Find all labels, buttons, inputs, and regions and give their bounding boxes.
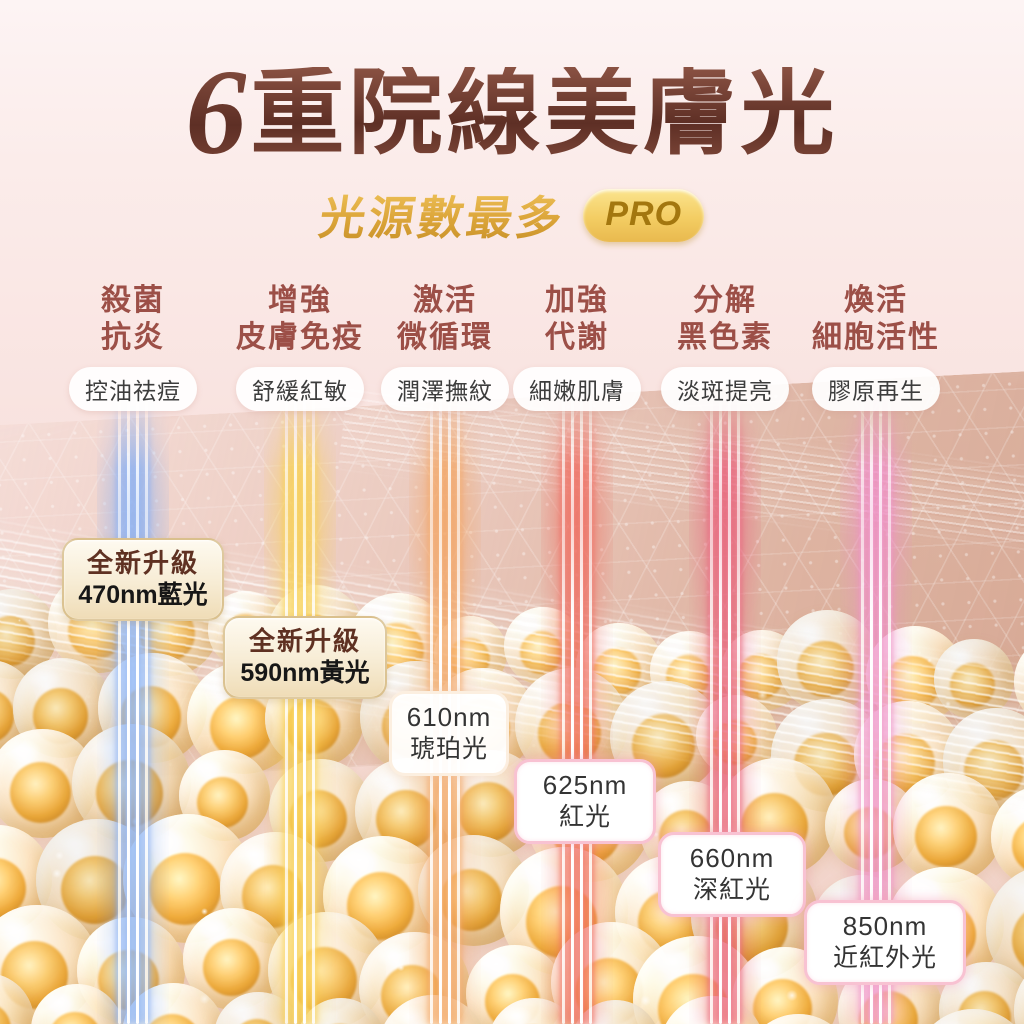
sparkle-dot (201, 907, 209, 916)
page-title: 6重院線美膚光 (0, 44, 1024, 174)
title-text: 重院線美膚光 (250, 62, 839, 166)
light-column-470nm: 殺菌 抗炎 控油祛痘 (43, 282, 223, 411)
function-line2: 黑色素 (677, 321, 773, 354)
function-line2: 細胞活性 (812, 321, 940, 354)
benefit-pill: 控油祛痘 (69, 367, 197, 411)
light-column-590nm: 增強 皮膚免疫 舒緩紅敏 (210, 282, 390, 411)
badge-wavelength: 850nm (842, 911, 928, 941)
function-title: 殺菌 抗炎 (43, 282, 223, 356)
wavelength-badge-850nm: 850nm 近紅外光 (804, 900, 966, 985)
function-line2: 皮膚免疫 (236, 321, 364, 354)
page-subtitle: 光源數最多 PRO (0, 182, 1024, 248)
sparkle-dot (639, 995, 651, 1007)
sparkle-dot (105, 921, 116, 932)
function-title: 煥活 細胞活性 (786, 282, 966, 356)
benefit-pill: 膠原再生 (812, 367, 940, 411)
sparkle-dot (645, 959, 652, 966)
wavelength-badge-660nm: 660nm 深紅光 (658, 832, 806, 917)
function-line2: 微循環 (397, 321, 493, 354)
sparkle-dot (54, 850, 64, 861)
badge-upgrade-tag: 全新升級 (86, 548, 199, 578)
light-column-660nm: 分解 黑色素 淡斑提亮 (635, 282, 815, 411)
badge-wavelength: 625nm (542, 770, 628, 800)
function-line1: 殺菌 (101, 284, 165, 317)
sparkle-dot (757, 689, 768, 701)
wavelength-badge-470nm: 全新升級 470nm藍光 (62, 538, 224, 621)
badge-wavelength: 590nm黃光 (240, 659, 370, 687)
pro-badge: PRO (583, 188, 705, 242)
function-line1: 激活 (413, 284, 477, 317)
sparkle-dot (51, 868, 62, 879)
subtitle-text: 光源數最多 (315, 182, 569, 248)
badge-light-name: 近紅外光 (832, 944, 937, 972)
badge-upgrade-tag: 全新升級 (248, 626, 361, 656)
collagen-sphere (934, 639, 1014, 719)
sparkle-dot (945, 701, 951, 707)
benefit-pill: 淡斑提亮 (661, 367, 789, 411)
sparkle-dot (175, 632, 179, 637)
function-title: 增強 皮膚免疫 (210, 282, 390, 356)
sparkle-dot (652, 831, 659, 838)
sparkle-dot (17, 618, 21, 623)
collagen-sphere (1013, 955, 1024, 1024)
light-column-850nm: 煥活 細胞活性 膠原再生 (786, 282, 966, 411)
function-line2: 抗炎 (101, 321, 165, 354)
wavelength-badge-610nm: 610nm 琥珀光 (389, 691, 509, 776)
function-line1: 分解 (693, 284, 757, 317)
badge-wavelength: 660nm (689, 843, 775, 873)
collagen-sphere (777, 610, 879, 712)
function-line1: 增強 (268, 284, 332, 317)
wavelength-badge-625nm: 625nm 紅光 (514, 759, 656, 844)
sparkle-dot (752, 961, 764, 973)
benefit-pill: 細嫩肌膚 (513, 367, 641, 411)
sparkle-dot (130, 816, 141, 827)
title-number: 6 (185, 45, 247, 180)
function-title: 加強 代謝 (487, 282, 667, 356)
function-line1: 加強 (545, 284, 609, 317)
light-column-625nm: 加強 代謝 細嫩肌膚 (487, 282, 667, 411)
sparkle-dot (786, 989, 798, 1002)
function-title: 激活 微循環 (355, 282, 535, 356)
benefit-pill: 舒緩紅敏 (236, 367, 364, 411)
sparkle-dot (927, 658, 932, 663)
function-line2: 代謝 (545, 321, 609, 354)
function-line1: 煥活 (844, 284, 908, 317)
function-title: 分解 黑色素 (635, 282, 815, 356)
badge-wavelength: 470nm藍光 (78, 581, 208, 609)
benefit-pill: 潤澤撫紋 (381, 367, 509, 411)
badge-light-name: 深紅光 (692, 876, 771, 904)
wavelength-badge-590nm: 全新升級 590nm黃光 (223, 616, 387, 699)
sparkle-dot (397, 964, 405, 972)
sparkle-dot (199, 993, 210, 1005)
light-column-610nm: 激活 微循環 潤澤撫紋 (355, 282, 535, 411)
badge-wavelength: 610nm (406, 702, 492, 732)
badge-light-name: 紅光 (558, 803, 611, 831)
sparkle-dot (560, 666, 572, 679)
badge-light-name: 琥珀光 (409, 735, 488, 763)
